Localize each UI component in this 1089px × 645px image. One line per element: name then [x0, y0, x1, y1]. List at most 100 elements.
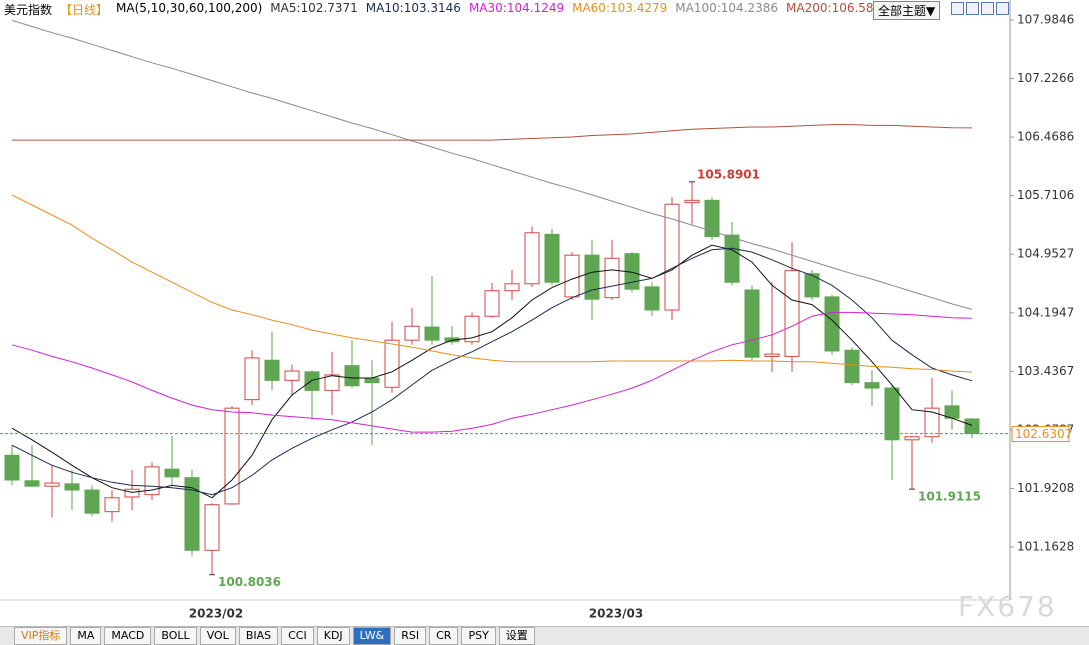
axis-panel	[1010, 0, 1089, 626]
price-tag	[1011, 426, 1070, 443]
legend-name: MA200	[786, 1, 832, 15]
legend-item: MA5102.7371	[270, 1, 358, 18]
ma-line	[11, 19, 973, 310]
legend-item: MA60103.4279	[572, 1, 667, 18]
tab[interactable]: BIAS	[238, 627, 279, 645]
legend-value: 104.2386	[720, 1, 779, 15]
icon[interactable]	[951, 2, 964, 15]
candle-body	[24, 480, 40, 487]
tab[interactable]: VIP指标	[14, 627, 68, 645]
legend-value: 102.7371	[300, 1, 358, 15]
candle-body	[824, 296, 840, 352]
tab[interactable]: BOLL	[154, 627, 197, 645]
candle-body	[204, 504, 220, 551]
legend-item: MA10103.3146	[366, 1, 461, 18]
candle-body	[124, 488, 140, 498]
legend-value: 104.1249	[506, 1, 565, 15]
high-label: 105.8901	[697, 167, 760, 181]
ma-line	[11, 244, 973, 499]
candle-body	[584, 254, 600, 300]
candle-body	[484, 290, 500, 317]
y-tick-label: 101.1628	[1017, 539, 1074, 553]
legend-value: 103.4279	[610, 1, 668, 15]
tab[interactable]: PSY	[461, 627, 496, 645]
tab[interactable]: MACD	[104, 627, 152, 645]
icon[interactable]	[981, 2, 994, 15]
y-tick-label: 107.2266	[1017, 71, 1074, 85]
legend-name: MA60	[572, 1, 610, 15]
candle-body	[184, 477, 200, 551]
y-tick-label: 103.4367	[1017, 364, 1074, 378]
candle-body	[84, 489, 100, 514]
candle-body	[564, 254, 580, 298]
candle-body	[464, 315, 480, 343]
candle-body	[864, 382, 880, 389]
y-tick-label: 101.9208	[1017, 481, 1074, 495]
tab-bar: VIP指标 MA MACD BOLL VOL BIAS CCI KDJ LW& RSI CR PSY 设…	[0, 626, 1089, 645]
candle-body	[244, 357, 260, 401]
tab[interactable]: CCI	[281, 627, 314, 645]
candle-body	[644, 286, 660, 311]
candle-body	[924, 407, 940, 438]
candle-body	[604, 257, 620, 299]
candle-body	[104, 497, 120, 513]
candle-body	[884, 387, 900, 441]
candle-body	[664, 203, 680, 311]
candle-body	[504, 283, 520, 292]
tab[interactable]: MA	[70, 627, 102, 645]
legend-name: MA30	[469, 1, 507, 15]
header: 美元指数【日线】 MA(5,10,30,60,100,200) MA5102.737…	[4, 1, 881, 18]
legend-name: MA10	[366, 1, 404, 15]
legend-item: MA30104.1249	[469, 1, 564, 18]
candle-body	[704, 199, 720, 238]
icon[interactable]	[996, 2, 1009, 15]
candle-body	[164, 468, 180, 478]
tab[interactable]: KDJ	[316, 627, 350, 645]
title: 美元指数	[4, 3, 53, 17]
candle-body	[344, 365, 360, 387]
legend-item: MA100104.2386	[675, 1, 778, 18]
candle-body	[544, 233, 560, 283]
candle-body	[684, 199, 700, 204]
candle-body	[804, 273, 820, 298]
tab[interactable]: VOL	[199, 627, 236, 645]
candle-body	[324, 374, 340, 391]
ma-line	[11, 194, 973, 373]
theme-button[interactable]: 全部主题▼	[873, 1, 941, 20]
tab[interactable]: LW&	[352, 627, 392, 645]
candle-body	[724, 234, 740, 283]
candle-body	[264, 359, 280, 381]
candle-body	[44, 482, 60, 487]
candle-body	[404, 325, 420, 341]
price-tag-label: 102.6307	[1015, 427, 1072, 441]
candle-body	[304, 371, 320, 391]
period: 【日线】	[60, 3, 109, 17]
candle-body	[364, 377, 380, 384]
y-tick-label: 107.9846	[1017, 13, 1074, 27]
candle-body	[904, 436, 920, 441]
y-tick-label: 104.1947	[1017, 305, 1074, 319]
tab[interactable]: RSI	[394, 627, 427, 645]
x-tick-label: 2023/03	[589, 607, 643, 621]
candle-body	[764, 353, 780, 357]
tab[interactable]: CR	[429, 627, 459, 645]
y-tick-label: 106.4686	[1017, 130, 1074, 144]
tab[interactable]: 设置	[498, 627, 535, 645]
legend-name: MA5	[270, 1, 300, 15]
y-tick-label: 105.7106	[1017, 188, 1074, 202]
candle-body	[64, 483, 80, 491]
legend-item: MA200106.588	[786, 1, 881, 18]
icon[interactable]	[966, 2, 979, 15]
candle-body	[784, 270, 800, 357]
legend-value: 106.588	[831, 1, 882, 15]
candle-body	[384, 339, 400, 388]
candle-body	[144, 466, 160, 496]
candle-body	[964, 418, 980, 435]
y-tick-label: 104.9527	[1017, 247, 1074, 261]
ma-label: MA(5,10,30,60,100,200)	[116, 1, 263, 15]
candle-body	[284, 370, 300, 381]
x-tick-label: 2023/02	[189, 607, 243, 621]
candle-body	[4, 454, 20, 481]
ma-line	[11, 311, 973, 433]
